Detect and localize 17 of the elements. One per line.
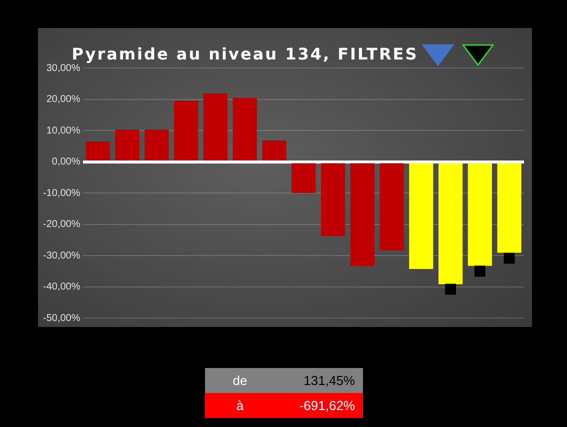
- text: à: [235, 398, 245, 413]
- y-tick-label: -30,00%: [42, 250, 80, 262]
- y-tick-label: 0,00%: [52, 156, 80, 168]
- text: 131,45%: [302, 373, 356, 388]
- y-tick-label: 20,00%: [46, 94, 80, 105]
- point: [474, 266, 486, 277]
- y-tick-label: -50,00%: [42, 312, 80, 324]
- point: [445, 284, 456, 295]
- y-tick-label: -40,00%: [42, 282, 80, 292]
- y-tick-label: 30,00%: [46, 62, 80, 74]
- chart-title: Pyramide au niveau 134, FILTRES: [72, 44, 418, 64]
- y-tick-label: -20,00%: [42, 219, 80, 230]
- y-tick-label: -10,00%: [42, 188, 80, 199]
- y-tick-label: 10,00%: [46, 125, 80, 136]
- text: -691,62%: [298, 398, 356, 413]
- point: [504, 252, 515, 264]
- text: de: [232, 373, 248, 388]
